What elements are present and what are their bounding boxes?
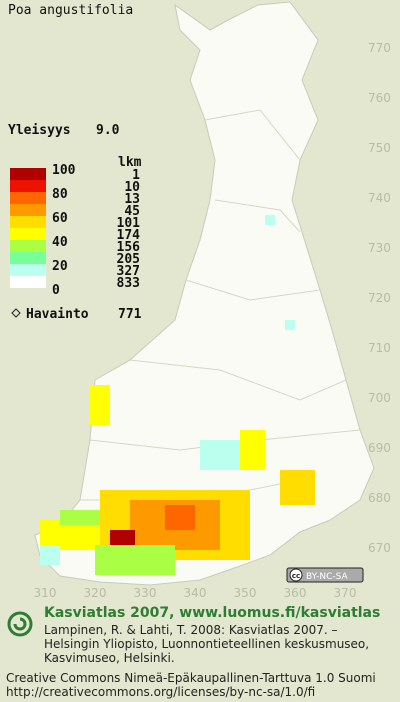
legend-band: [10, 276, 46, 288]
legend-count: 205: [117, 252, 140, 267]
x-grid-label: 370: [334, 586, 357, 600]
y-grid-label: 750: [368, 141, 391, 155]
x-grid-label: 340: [184, 586, 207, 600]
legend-scale-label: 80: [52, 187, 68, 202]
y-grid-label: 720: [368, 291, 391, 305]
finland-outline: [34, 1, 375, 586]
legend-band: [10, 204, 46, 216]
cc-icon: cc: [292, 572, 300, 580]
frequency-label: Yleisyys: [8, 123, 71, 138]
license-line: Creative Commons Nimeä-Epäkaupallinen-Ta…: [6, 671, 376, 685]
legend-band: [10, 180, 46, 192]
x-grid-label: 360: [284, 586, 307, 600]
logo: [7, 611, 33, 637]
legend-band: [10, 168, 46, 180]
distribution-cells: [40, 215, 315, 575]
legend-count: 45: [124, 204, 140, 219]
x-grid-label: 330: [134, 586, 157, 600]
count-header: lkm: [118, 155, 142, 170]
legend-scale-label: 40: [52, 235, 68, 250]
y-grid-label: 710: [368, 341, 391, 355]
legend-count: 10: [124, 180, 140, 195]
y-grid-label: 680: [368, 491, 391, 505]
legend-band: [10, 192, 46, 204]
citation-line: Helsingin Yliopisto, Luonnontieteellinen…: [44, 637, 369, 651]
license-badge: cc BY-NC-SA: [286, 567, 364, 583]
legend-band: [10, 252, 46, 264]
x-grid-label: 350: [234, 586, 257, 600]
legend-count: 833: [117, 276, 140, 291]
citation-line: Kasvimuseo, Helsinki.: [44, 651, 175, 665]
y-grid-label: 700: [368, 391, 391, 405]
legend-count: 101: [117, 216, 141, 231]
x-grid-label: 310: [34, 586, 57, 600]
legend-scale-label: 20: [52, 259, 68, 274]
legend-count: 1: [132, 168, 140, 183]
y-grid-label: 670: [368, 541, 391, 555]
y-grid-label: 730: [368, 241, 391, 255]
legend-scale-label: 0: [52, 283, 60, 298]
y-grid-label: 760: [368, 91, 391, 105]
legend-count: 174: [117, 228, 141, 243]
cc-text: BY-NC-SA: [306, 572, 349, 582]
y-grid-label: 690: [368, 441, 391, 455]
legend-scale-label: 100: [52, 163, 76, 178]
observation-marker: [11, 308, 21, 318]
citation-line: Lampinen, R. & Lahti, T. 2008: Kasviatla…: [44, 623, 338, 637]
map-title: Poa angustifolia: [8, 3, 133, 18]
observation-label: Havainto: [26, 307, 89, 322]
legend-count: 13: [124, 192, 140, 207]
legend-band: [10, 264, 46, 276]
footer-heading: Kasviatlas 2007, www.luomus.fi/kasviatla…: [44, 605, 380, 621]
observation-count: 771: [118, 307, 142, 322]
legend-count: 156: [117, 240, 141, 255]
legend-count: 327: [117, 264, 140, 279]
legend-band: [10, 228, 46, 240]
legend-band: [10, 216, 46, 228]
legend-scale-label: 60: [52, 211, 68, 226]
license-line: http://creativecommons.org/licenses/by-n…: [6, 685, 315, 699]
frequency-value: 9.0: [96, 123, 120, 138]
x-grid-label: 320: [84, 586, 107, 600]
y-grid-label: 770: [368, 41, 391, 55]
legend-band: [10, 240, 46, 252]
y-grid-label: 740: [368, 191, 391, 205]
